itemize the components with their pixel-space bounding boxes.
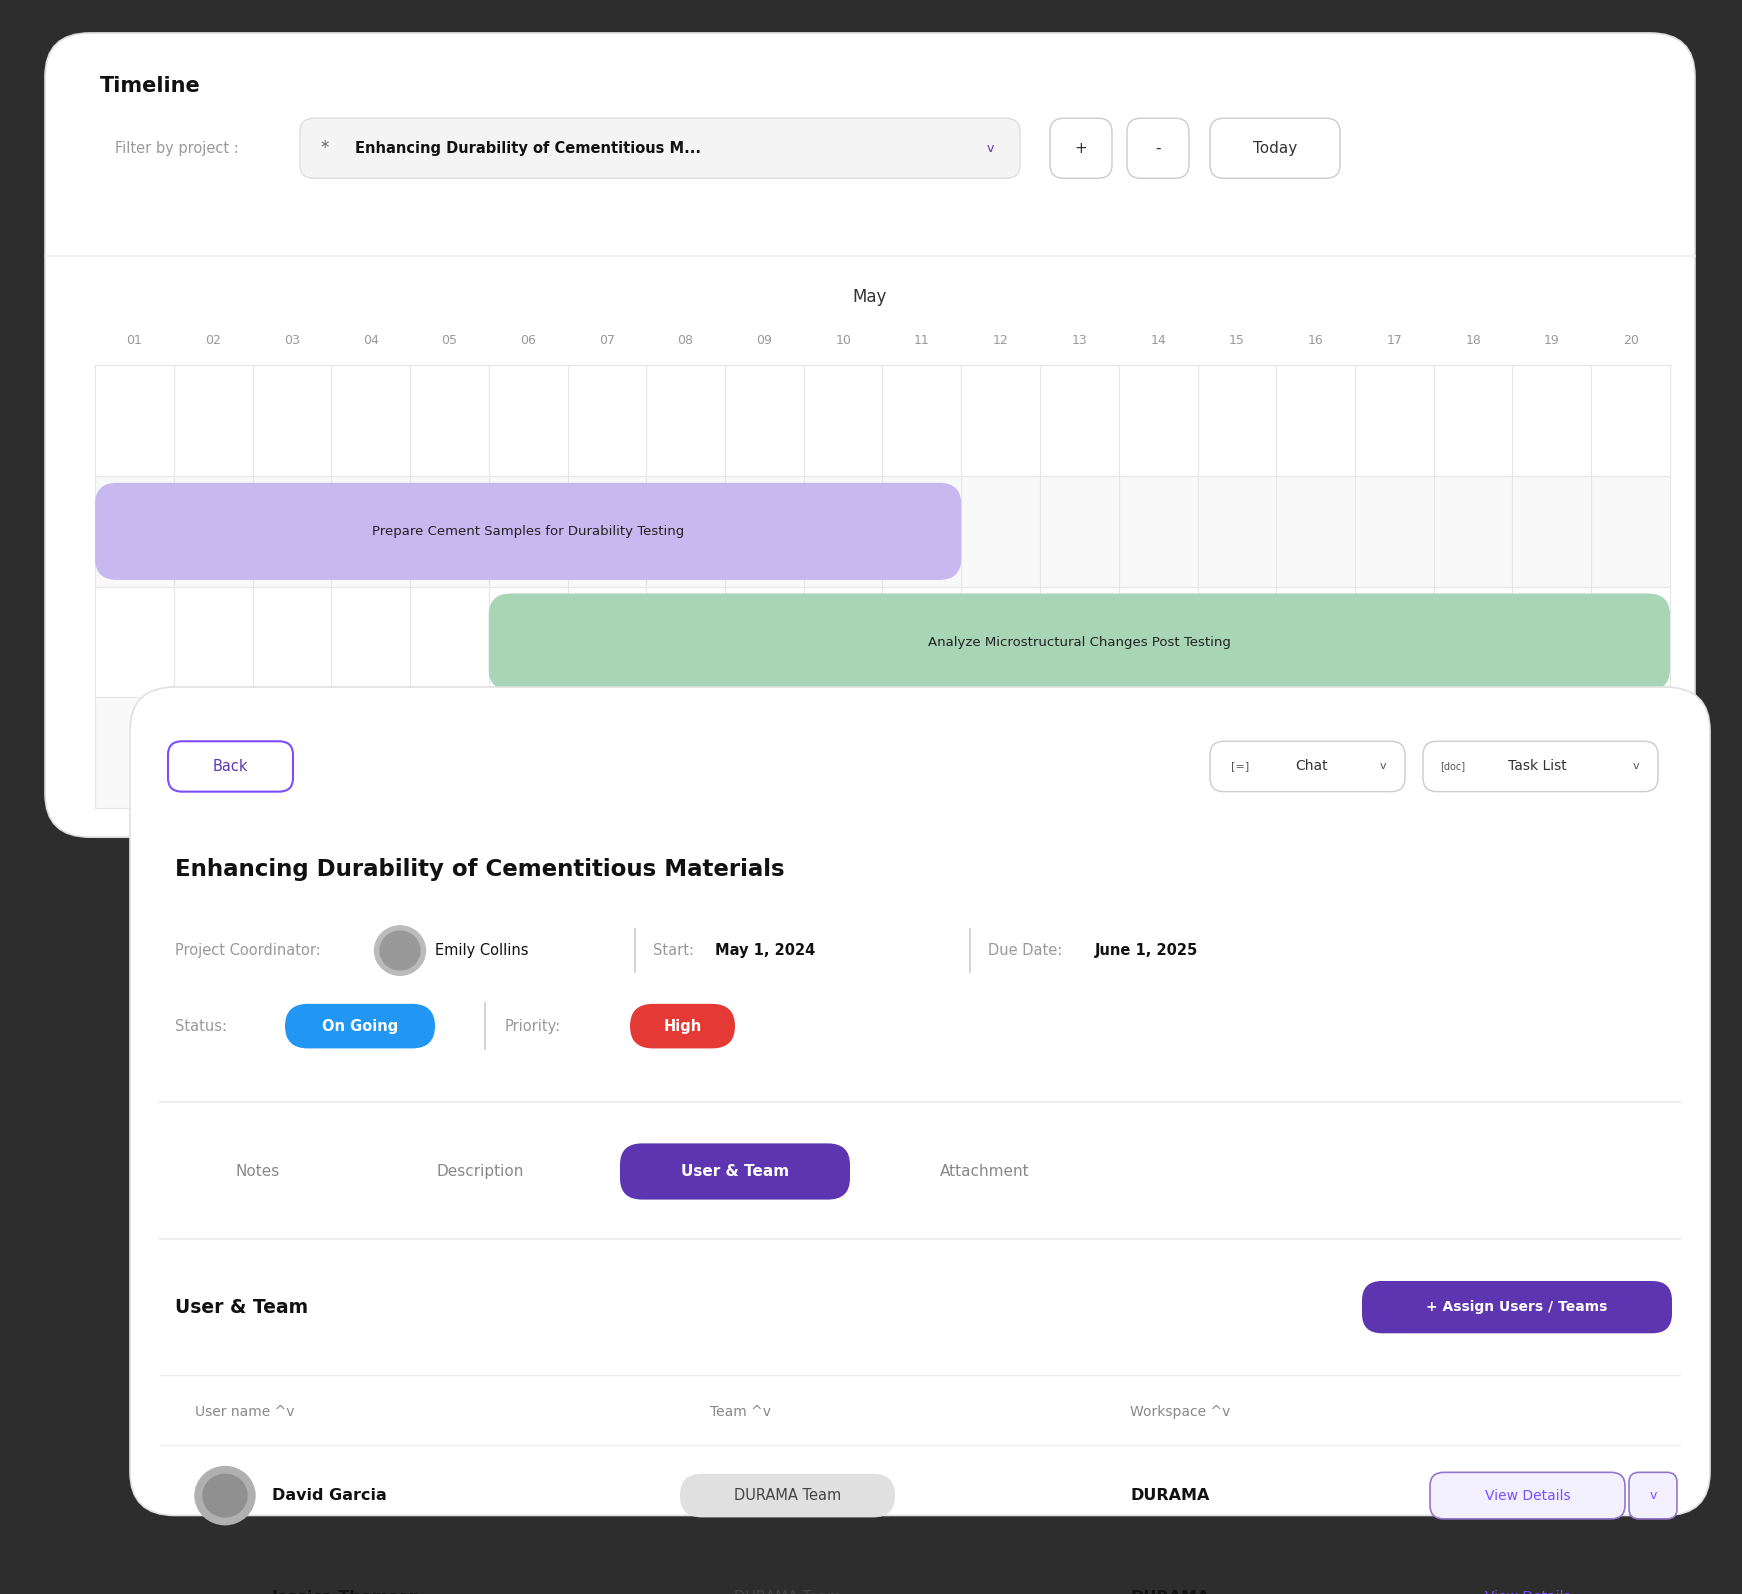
Text: DURAMA Team: DURAMA Team	[733, 1489, 841, 1503]
Circle shape	[195, 1568, 254, 1594]
Text: v: v	[986, 142, 993, 155]
Text: 03: 03	[284, 333, 300, 346]
FancyBboxPatch shape	[1127, 118, 1190, 179]
Bar	[96, 477, 1671, 587]
Text: 04: 04	[362, 333, 378, 346]
FancyBboxPatch shape	[1629, 1575, 1678, 1594]
Text: *: *	[321, 139, 329, 158]
Text: Emily Collins: Emily Collins	[436, 944, 528, 958]
Text: Description: Description	[436, 1164, 524, 1180]
Text: v: v	[1632, 762, 1639, 771]
Text: Notes: Notes	[235, 1164, 280, 1180]
Text: v: v	[1380, 762, 1387, 771]
Text: Jessica Thomson: Jessica Thomson	[272, 1589, 422, 1594]
FancyBboxPatch shape	[1423, 741, 1658, 792]
Text: David Garcia: David Garcia	[272, 1489, 387, 1503]
FancyBboxPatch shape	[1629, 1473, 1678, 1519]
Text: Analyze Microstructural Changes Post Testing: Analyze Microstructural Changes Post Tes…	[928, 636, 1232, 649]
Text: User name ^v: User name ^v	[195, 1404, 294, 1419]
FancyBboxPatch shape	[300, 118, 1021, 179]
Text: High: High	[664, 1019, 702, 1033]
Circle shape	[195, 1466, 254, 1525]
Text: 10: 10	[834, 333, 852, 346]
Text: Prepare Cement Samples for Durability Testing: Prepare Cement Samples for Durability Te…	[373, 524, 685, 537]
FancyBboxPatch shape	[1430, 1575, 1625, 1594]
FancyBboxPatch shape	[286, 1004, 436, 1049]
FancyBboxPatch shape	[96, 483, 962, 580]
Text: 13: 13	[1071, 333, 1087, 346]
FancyBboxPatch shape	[679, 1575, 895, 1594]
Text: 20: 20	[1624, 333, 1639, 346]
Text: June 1, 2025: June 1, 2025	[1096, 944, 1198, 958]
Text: 05: 05	[441, 333, 458, 346]
FancyBboxPatch shape	[167, 741, 293, 792]
Text: 16: 16	[1308, 333, 1324, 346]
Text: Enhancing Durability of Cementitious M...: Enhancing Durability of Cementitious M..…	[355, 140, 700, 156]
Text: May: May	[854, 287, 887, 306]
FancyBboxPatch shape	[490, 593, 1671, 690]
Text: 14: 14	[1150, 333, 1165, 346]
Text: 08: 08	[678, 333, 693, 346]
Text: User & Team: User & Team	[174, 1298, 308, 1317]
Text: Status:: Status:	[174, 1019, 226, 1033]
Text: + Assign Users / Teams: + Assign Users / Teams	[1427, 1301, 1608, 1313]
FancyBboxPatch shape	[1430, 1473, 1625, 1519]
Text: v: v	[1650, 1489, 1657, 1502]
Text: Due Date:: Due Date:	[988, 944, 1063, 958]
Text: Back: Back	[213, 759, 249, 775]
Text: 06: 06	[521, 333, 537, 346]
FancyBboxPatch shape	[1211, 741, 1406, 792]
FancyBboxPatch shape	[1362, 1282, 1672, 1333]
Text: +: +	[1075, 140, 1087, 156]
Text: Enhancing Durability of Cementitious Materials: Enhancing Durability of Cementitious Mat…	[174, 858, 784, 880]
Text: Task List: Task List	[1509, 759, 1566, 773]
Text: Filter by project :: Filter by project :	[115, 140, 239, 156]
Text: Today: Today	[1252, 140, 1298, 156]
FancyBboxPatch shape	[620, 1143, 850, 1200]
Text: 01: 01	[127, 333, 143, 346]
Text: 19: 19	[1543, 333, 1559, 346]
Text: Attachment: Attachment	[941, 1164, 1030, 1180]
FancyBboxPatch shape	[1050, 118, 1111, 179]
Text: DURAMA: DURAMA	[1131, 1489, 1209, 1503]
Text: User & Team: User & Team	[681, 1164, 789, 1180]
FancyBboxPatch shape	[679, 1474, 895, 1517]
Text: [=]: [=]	[1232, 762, 1249, 771]
Text: Chat: Chat	[1294, 759, 1327, 773]
Circle shape	[204, 1576, 247, 1594]
FancyBboxPatch shape	[131, 687, 1711, 1516]
FancyBboxPatch shape	[631, 1004, 735, 1049]
Text: Workspace ^v: Workspace ^v	[1131, 1404, 1230, 1419]
Text: v: v	[1650, 1591, 1657, 1594]
Text: 12: 12	[993, 333, 1009, 346]
Text: 11: 11	[915, 333, 930, 346]
Bar	[96, 365, 1671, 477]
Text: 15: 15	[1228, 333, 1246, 346]
Text: View Details: View Details	[1484, 1489, 1570, 1503]
Text: 07: 07	[599, 333, 615, 346]
Text: On Going: On Going	[322, 1019, 399, 1033]
Text: 18: 18	[1465, 333, 1481, 346]
Text: Team ^v: Team ^v	[711, 1404, 772, 1419]
FancyBboxPatch shape	[45, 33, 1695, 837]
Text: 02: 02	[206, 333, 221, 346]
Text: Priority:: Priority:	[505, 1019, 561, 1033]
Circle shape	[380, 931, 420, 969]
Circle shape	[375, 926, 425, 976]
Circle shape	[204, 1474, 247, 1517]
Text: Timeline: Timeline	[99, 77, 200, 96]
Text: DURAMA Team: DURAMA Team	[733, 1589, 841, 1594]
Text: [doc]: [doc]	[1441, 762, 1465, 771]
Text: 17: 17	[1387, 333, 1402, 346]
FancyBboxPatch shape	[1211, 118, 1340, 179]
Text: Project Coordinator:: Project Coordinator:	[174, 944, 321, 958]
Text: 09: 09	[756, 333, 772, 346]
Bar	[96, 587, 1671, 698]
Bar	[96, 698, 1671, 808]
Text: -: -	[1155, 140, 1160, 156]
Text: May 1, 2024: May 1, 2024	[714, 944, 815, 958]
Text: Start:: Start:	[653, 944, 693, 958]
Text: DURAMA: DURAMA	[1131, 1589, 1209, 1594]
Text: View Details: View Details	[1484, 1591, 1570, 1594]
